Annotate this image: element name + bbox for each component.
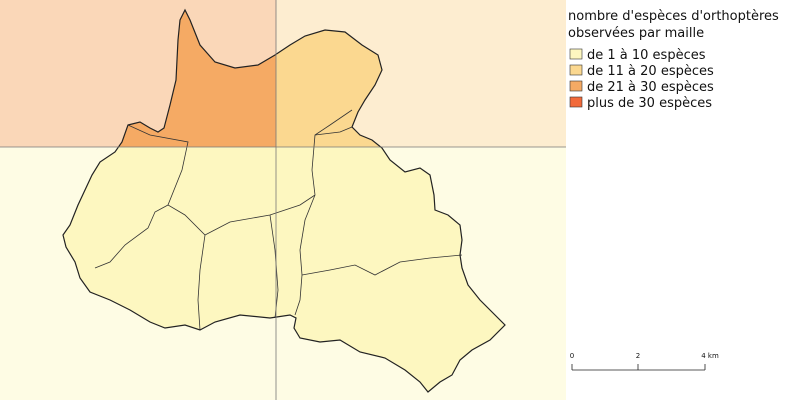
legend: nombre d'espèces d'orthoptères observées… — [568, 9, 779, 111]
scale-label: 4 km — [701, 352, 719, 360]
legend-label: de 11 à 20 espèces — [587, 64, 714, 79]
legend-swatch — [569, 80, 583, 92]
legend-swatch — [569, 96, 583, 108]
legend-label: plus de 30 espèces — [587, 96, 712, 111]
legend-label: de 1 à 10 espèces — [587, 48, 706, 63]
scale-bar — [571, 364, 706, 371]
legend-label: de 21 à 30 espèces — [587, 80, 714, 95]
scale-label: 2 — [636, 352, 640, 360]
legend-title: nombre d'espèces d'orthoptères — [568, 9, 779, 24]
legend-title: observées par maille — [568, 26, 704, 41]
legend-swatch — [569, 64, 583, 76]
commune-boundaries — [94, 109, 463, 331]
grid-lines — [0, 0, 566, 400]
legend-swatch — [569, 48, 583, 60]
scale-label: 0 — [570, 352, 574, 360]
